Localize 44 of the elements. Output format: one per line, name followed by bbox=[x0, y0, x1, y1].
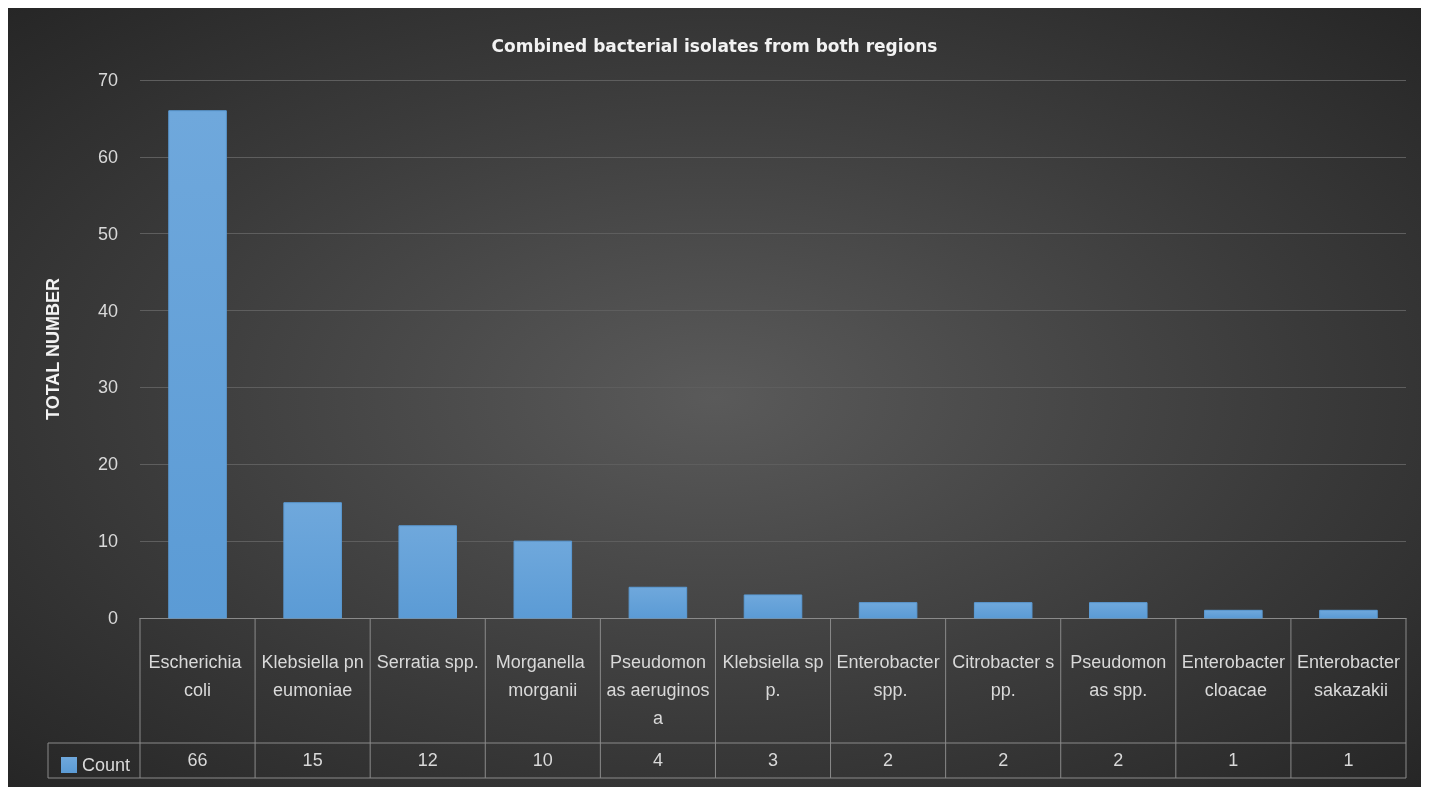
y-tick-label: 10 bbox=[97, 531, 118, 552]
bar bbox=[283, 502, 342, 619]
bar bbox=[513, 540, 573, 619]
y-tick-label: 70 bbox=[97, 70, 118, 90]
y-tick-label: 20 bbox=[97, 454, 118, 475]
x-tick-label: Klebsiella pneumoniae bbox=[261, 652, 364, 700]
data-label: 2 bbox=[1113, 750, 1124, 770]
bar bbox=[1204, 609, 1263, 619]
x-tick-label: Enterobacter sakazakii bbox=[1296, 652, 1400, 700]
y-axis-title: TOTAL NUMBER bbox=[43, 278, 63, 420]
y-tick-label: 60 bbox=[97, 146, 118, 167]
bar bbox=[628, 586, 688, 619]
x-tick-label: Morganella morganii bbox=[495, 652, 590, 700]
data-label: 2 bbox=[998, 750, 1009, 770]
data-label: 15 bbox=[302, 750, 323, 770]
x-tick-label: Enterobacter cloacae bbox=[1181, 652, 1285, 700]
x-tick-label: Serratia spp. bbox=[376, 652, 479, 672]
x-tick-label: Escherichia coli bbox=[148, 652, 247, 700]
bar bbox=[858, 602, 918, 619]
y-tick-label: 30 bbox=[97, 377, 118, 398]
data-label: 1 bbox=[1228, 750, 1239, 770]
x-tick-label: Enterobacter spp. bbox=[836, 652, 940, 700]
x-tick-label: Pseudomonas aeruginosa bbox=[606, 652, 710, 728]
data-label: 2 bbox=[883, 750, 894, 770]
y-tick-label: 50 bbox=[97, 223, 118, 244]
bar bbox=[1089, 602, 1148, 619]
bar bbox=[1319, 609, 1378, 619]
bar bbox=[743, 594, 803, 619]
data-label: 10 bbox=[532, 750, 553, 770]
chart-title: Combined bacterial isolates from both regions bbox=[491, 35, 938, 56]
x-tick-label: Pseudomonas spp. bbox=[1070, 652, 1167, 700]
data-label: 12 bbox=[417, 750, 438, 770]
data-label: 1 bbox=[1343, 750, 1354, 770]
x-tick-label: Klebsiella spp. bbox=[722, 652, 824, 700]
data-label: 3 bbox=[767, 750, 779, 770]
bar bbox=[973, 602, 1033, 619]
y-tick-label: 40 bbox=[97, 300, 118, 321]
y-tick-label: 0 bbox=[107, 608, 118, 628]
data-label: 4 bbox=[652, 750, 663, 770]
data-label: 66 bbox=[187, 750, 208, 770]
legend-label: Count bbox=[82, 755, 131, 775]
bar bbox=[168, 110, 227, 619]
x-tick-label: Citrobacter spp. bbox=[952, 652, 1055, 700]
bar bbox=[398, 525, 457, 619]
